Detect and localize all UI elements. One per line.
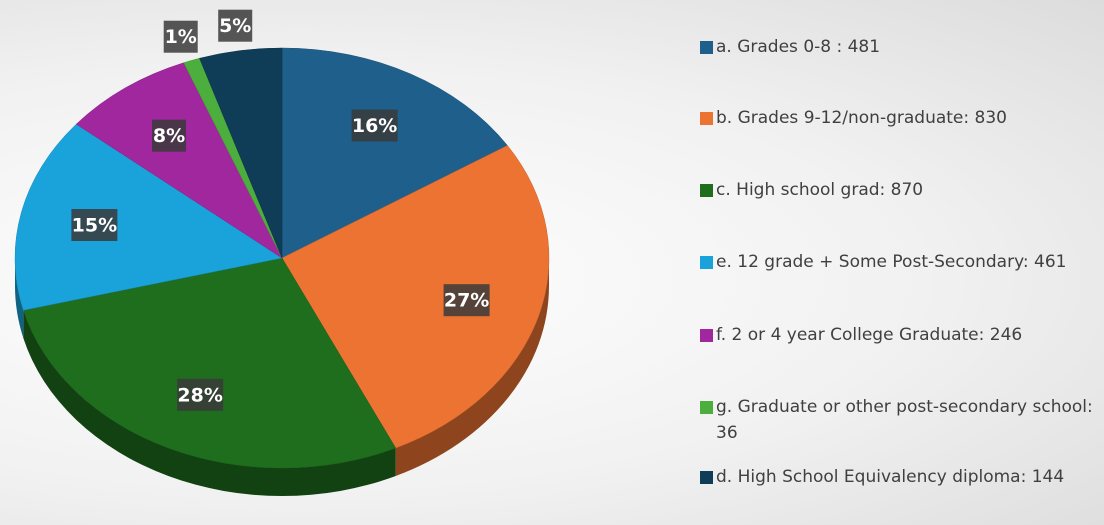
legend-label: f. 2 or 4 year College Graduate: 246 — [716, 325, 1023, 345]
slice — [281, 145, 550, 449]
value-label-bg — [351, 109, 398, 142]
value-label: 8% — [153, 125, 185, 147]
value-label-bg — [218, 9, 253, 42]
value-label-bg — [443, 284, 490, 317]
value-label: 27% — [444, 290, 489, 312]
legend-swatch — [700, 184, 713, 197]
slice-side — [15, 258, 24, 339]
value-label: 15% — [72, 215, 117, 237]
legend-swatch — [700, 401, 713, 414]
legend-swatch — [700, 256, 713, 269]
slice — [75, 62, 283, 259]
legend-label: c. High school grad: 870 — [716, 180, 924, 200]
legend-swatch — [700, 41, 713, 54]
slice-side — [395, 258, 549, 477]
value-label-bg — [71, 209, 118, 242]
chart: 16% 27% 28% 15% 8% 1% 5% — [14, 9, 550, 496]
value-label-bg — [152, 119, 187, 152]
legend-label: a. Grades 0-8 : 481 — [716, 37, 881, 57]
slice — [23, 257, 397, 469]
legend-swatch — [700, 329, 713, 342]
legend-label: g. Graduate or other post-secondary scho… — [716, 397, 1093, 443]
slice — [14, 123, 283, 311]
value-label: 16% — [352, 115, 397, 137]
slice — [281, 47, 508, 259]
value-label-bg — [163, 20, 198, 53]
value-label: 1% — [165, 26, 197, 48]
value-label: 28% — [177, 384, 222, 406]
value-label-bg — [177, 378, 224, 411]
legend-label: b. Grades 9-12/non-graduate: 830 — [716, 108, 1007, 128]
legend-label: d. High School Equivalency diploma: 144 — [716, 467, 1065, 487]
legend-label: e. 12 grade + Some Post-Secondary: 461 — [716, 252, 1067, 272]
slice — [199, 47, 283, 259]
legend-swatch — [700, 471, 713, 484]
slice-side — [23, 310, 396, 496]
legend-swatch — [700, 112, 713, 125]
value-label: 5% — [219, 15, 251, 37]
